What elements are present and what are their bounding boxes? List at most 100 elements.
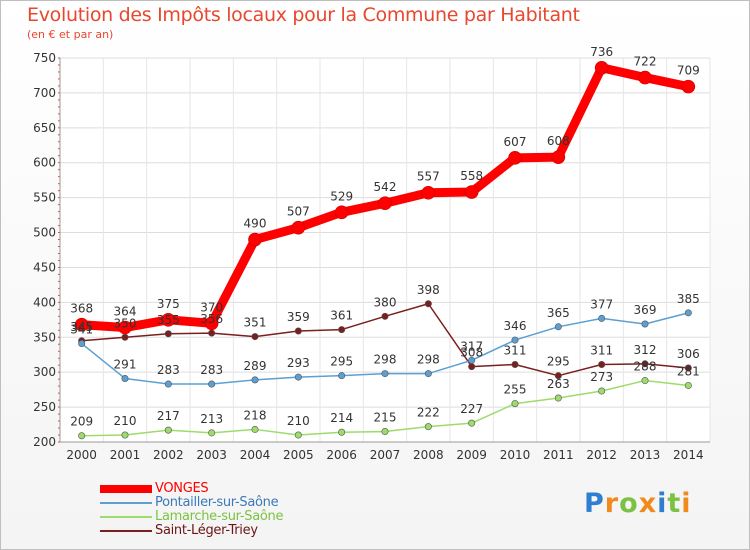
- x-tick-label: 2004: [240, 448, 271, 462]
- data-point: [594, 60, 609, 75]
- data-point: [641, 377, 649, 385]
- data-label: 736: [590, 45, 613, 59]
- logo-letter: o: [619, 488, 639, 519]
- data-label: 542: [374, 180, 397, 194]
- data-point: [294, 327, 302, 335]
- data-label: 281: [677, 364, 700, 378]
- data-label: 341: [70, 323, 93, 337]
- data-point: [121, 374, 129, 382]
- legend-label-saint-leger: Saint-Léger-Triey: [155, 523, 258, 538]
- chart-subtitle: (en € et par an): [27, 28, 114, 41]
- data-label: 293: [287, 356, 310, 370]
- x-tick-label: 2006: [326, 448, 357, 462]
- x-tick-label: 2000: [66, 448, 97, 462]
- data-label: 289: [244, 359, 267, 373]
- data-point: [78, 340, 86, 348]
- data-point: [511, 361, 519, 369]
- legend-label-vonges: VONGES: [155, 481, 209, 496]
- y-tick-label: 550: [33, 191, 56, 205]
- data-point: [248, 232, 262, 247]
- data-point: [164, 426, 172, 434]
- data-label: 227: [460, 402, 483, 416]
- data-point: [508, 151, 522, 165]
- data-label: 222: [417, 406, 440, 420]
- data-label: 350: [114, 316, 137, 330]
- data-label: 273: [590, 370, 613, 384]
- data-label: 558: [460, 169, 483, 183]
- data-point: [251, 333, 259, 341]
- x-tick-label: 2014: [673, 448, 704, 462]
- legend-item-lamarche: Lamarche-sur-Saône: [100, 509, 360, 524]
- y-tick-label: 650: [33, 121, 56, 135]
- data-label: 295: [330, 355, 353, 369]
- data-label: 608: [547, 134, 570, 148]
- data-point: [334, 205, 349, 220]
- data-label: 308: [460, 346, 483, 360]
- data-label: 295: [547, 355, 570, 369]
- data-point: [598, 387, 606, 395]
- data-label: 311: [590, 344, 613, 358]
- data-point: [251, 425, 259, 433]
- data-point: [378, 196, 392, 211]
- legend-label-lamarche: Lamarche-sur-Saône: [155, 509, 284, 524]
- data-label: 380: [374, 295, 397, 309]
- data-point: [118, 320, 132, 335]
- x-tick-label: 2013: [630, 448, 661, 462]
- data-point: [164, 330, 172, 338]
- proxiti-logo: Proxiti: [584, 488, 692, 519]
- y-tick-label: 200: [33, 435, 56, 449]
- x-tick-label: 2001: [110, 448, 141, 462]
- data-point: [338, 372, 346, 380]
- data-point: [424, 370, 432, 378]
- y-tick-label: 500: [33, 226, 56, 240]
- data-label: 722: [634, 55, 657, 69]
- x-tick-label: 2009: [456, 448, 487, 462]
- data-label: 398: [417, 283, 440, 297]
- data-point: [208, 429, 216, 437]
- data-point: [338, 326, 346, 334]
- data-label: 312: [634, 343, 657, 357]
- x-tick-label: 2011: [543, 448, 574, 462]
- x-tick-label: 2012: [586, 448, 617, 462]
- y-tick-label: 250: [33, 400, 56, 414]
- data-label: 255: [504, 383, 527, 397]
- data-point: [468, 363, 476, 371]
- data-label: 385: [677, 292, 700, 306]
- data-point: [381, 428, 389, 436]
- data-label: 213: [200, 412, 223, 426]
- x-tick-label: 2002: [153, 448, 184, 462]
- data-label: 209: [70, 415, 93, 429]
- data-point: [598, 361, 606, 369]
- y-tick-label: 700: [33, 86, 56, 100]
- data-label: 365: [547, 306, 570, 320]
- x-tick-label: 2010: [500, 448, 531, 462]
- data-point: [684, 364, 692, 372]
- data-label: 298: [374, 353, 397, 367]
- data-point: [208, 380, 216, 388]
- data-point: [641, 320, 649, 328]
- data-label: 368: [70, 302, 93, 316]
- data-point: [638, 70, 652, 85]
- data-label: 364: [114, 304, 137, 318]
- data-label: 317: [460, 339, 483, 353]
- x-tick-label: 2007: [370, 448, 401, 462]
- data-point: [554, 323, 562, 331]
- data-label: 210: [287, 414, 310, 428]
- data-label: 557: [417, 170, 440, 184]
- data-label: 370: [200, 300, 223, 314]
- data-label: 346: [504, 319, 527, 333]
- data-label: 345: [70, 320, 93, 334]
- data-point: [511, 400, 519, 408]
- data-label: 217: [157, 409, 180, 423]
- x-tick-label: 2008: [413, 448, 444, 462]
- data-point: [681, 79, 696, 94]
- data-point: [121, 431, 129, 439]
- data-point: [204, 316, 219, 331]
- data-label: 507: [287, 205, 310, 219]
- data-label: 311: [504, 344, 527, 358]
- data-point: [161, 313, 176, 327]
- data-label: 709: [677, 64, 700, 78]
- data-point: [421, 185, 436, 200]
- data-point: [121, 333, 129, 341]
- data-point: [468, 356, 476, 364]
